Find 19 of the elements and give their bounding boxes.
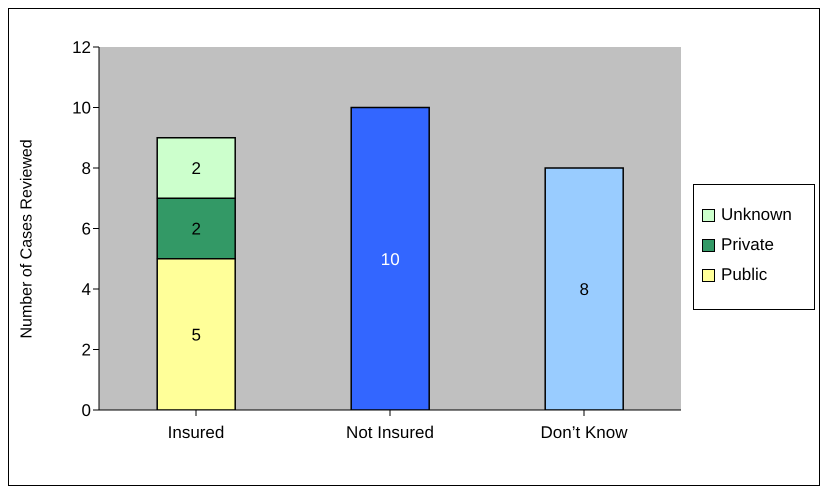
data-label: 8	[579, 280, 589, 300]
x-tick-label: Insured	[168, 423, 224, 442]
data-label: 2	[191, 220, 201, 239]
x-tick-label: Not Insured	[346, 423, 434, 442]
data-label: 10	[380, 250, 400, 269]
y-tick-label: 8	[82, 159, 91, 178]
y-tick-label: 4	[82, 280, 91, 300]
y-tick-label: 12	[72, 38, 91, 58]
y-tick-label: 0	[82, 401, 91, 420]
data-label: 2	[191, 159, 201, 178]
y-tick-label: 6	[82, 220, 91, 239]
y-axis-title: Number of Cases Reviewed	[18, 139, 36, 338]
x-tick-label: Don’t Know	[540, 423, 628, 442]
legend-label: Public	[721, 265, 768, 285]
data-label: 5	[191, 325, 201, 344]
legend-label: Unknown	[721, 205, 792, 225]
legend-label: Private	[721, 235, 774, 255]
y-tick-label: 10	[72, 98, 91, 118]
y-tick-label: 2	[82, 340, 91, 360]
